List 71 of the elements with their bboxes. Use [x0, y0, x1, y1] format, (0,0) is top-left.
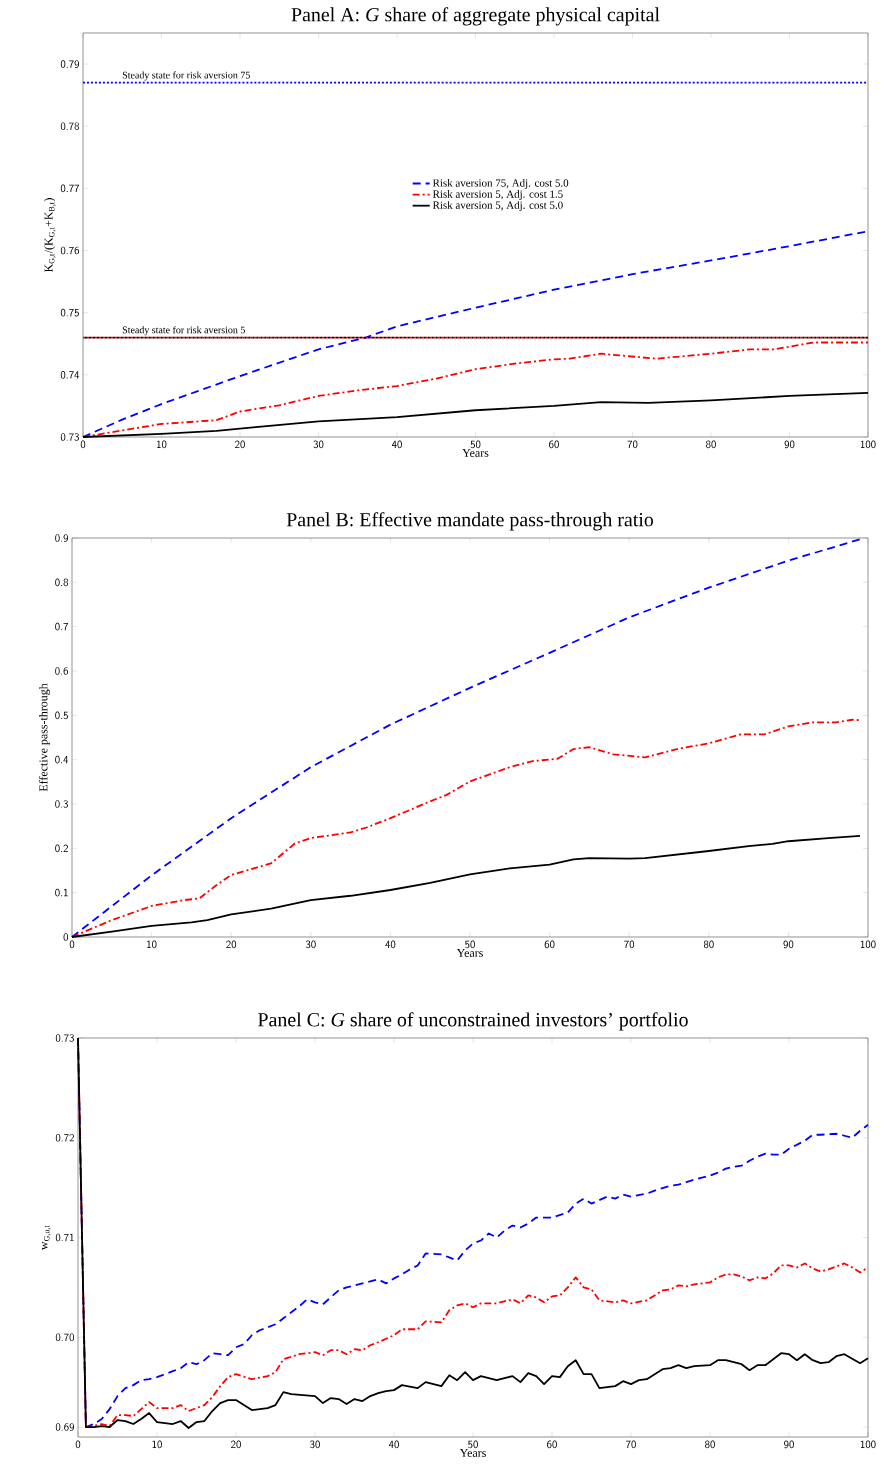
x-tick-label: 50: [465, 940, 475, 949]
y-axis-title: w$_{G,u,t}$: [42, 1225, 51, 1251]
x-axis-title: Years: [459, 1449, 486, 1457]
x-tick-label: 40: [388, 1440, 399, 1449]
x-tick-label: 70: [626, 1440, 636, 1449]
chart-title: Panel C: G share of unconstrained investors’ portfolio: [258, 1012, 688, 1031]
legend-label: Risk aversion 5, Adj. cost 1.5: [432, 190, 563, 200]
x-axis-title: Years: [462, 449, 489, 457]
x-tick-label: 70: [624, 940, 635, 949]
y-axis-title: Effective pass-through: [38, 683, 50, 792]
legend-label: Risk aversion 75, Adj. cost 5.0: [432, 178, 569, 189]
y-tick-label: 0.70: [55, 1333, 75, 1342]
x-tick-label: 10: [152, 1440, 162, 1449]
x-tick-label: 10: [147, 940, 157, 949]
y-tick-label: 0.72: [55, 1133, 74, 1142]
x-tick-label: 100: [860, 1440, 876, 1449]
y-tick-label: 0.78: [60, 122, 80, 131]
y-tick-label: 0.4: [55, 755, 69, 764]
y-tick-label: 0.69: [55, 1423, 74, 1431]
y-tick-label: 0.73: [60, 433, 80, 441]
y-tick-label: 0.74: [60, 371, 80, 379]
x-tick-label: 0: [80, 440, 86, 449]
x-tick-label: 30: [313, 440, 324, 449]
y-tick-label: 0.8: [55, 578, 69, 587]
x-tick-label: 30: [310, 1440, 320, 1449]
x-tick-label: 90: [783, 940, 794, 949]
legend-label: Risk aversion 5, Adj. cost 5.0: [432, 201, 563, 212]
y-tick-label: 0.1: [55, 888, 68, 897]
line-series: [82, 391, 869, 438]
y-tick-label: 0.2: [55, 844, 68, 853]
y-tick-label: 0.73: [55, 1034, 75, 1042]
x-tick-label: 50: [470, 440, 481, 449]
x-tick-label: 80: [706, 440, 716, 449]
ref-line-label: Steady state for risk aversion 5: [122, 326, 245, 336]
x-tick-label: 70: [627, 440, 638, 449]
x-tick-label: 30: [305, 940, 316, 949]
y-tick-label: 0.75: [60, 308, 79, 317]
line-series: [71, 718, 861, 938]
x-tick-label: 20: [235, 440, 245, 449]
y-tick-label: 0.79: [60, 60, 79, 68]
x-tick-label: 60: [544, 940, 555, 949]
x-tick-label: 20: [231, 1440, 241, 1449]
x-tick-label: 100: [860, 440, 876, 449]
y-tick-label: 0.3: [55, 800, 69, 808]
x-axis-title: Years: [456, 949, 483, 957]
y-tick-label: 0.76: [60, 246, 79, 255]
ref-line-label: Steady state for risk aversion 75: [122, 71, 250, 81]
x-tick-label: 80: [703, 940, 714, 949]
x-tick-label: 40: [385, 940, 396, 949]
x-tick-label: 100: [860, 940, 876, 949]
line-series: [71, 835, 861, 938]
chart-title: Panel B: Effective mandate pass-through ratio: [286, 512, 654, 531]
x-tick-label: 20: [226, 940, 237, 949]
y-tick-label: 0.7: [55, 622, 69, 631]
chart-title: Panel A: G share of aggregate physical capital: [291, 7, 660, 26]
y-tick-label: 0.71: [55, 1233, 74, 1242]
y-axis-title: K$_{G,t}$/(K$_{G,t}$+K$_{B,t}$): [44, 198, 56, 273]
line-series: [71, 538, 861, 938]
y-tick-label: 0.77: [60, 184, 80, 193]
y-tick-label: 0.6: [55, 667, 68, 675]
x-tick-label: 90: [784, 440, 795, 449]
x-tick-label: 40: [391, 440, 402, 449]
x-tick-label: 60: [549, 440, 559, 449]
x-tick-label: 90: [784, 1440, 794, 1449]
y-tick-label: 0.9: [55, 534, 68, 542]
x-tick-label: 80: [705, 1440, 715, 1449]
y-tick-label: 0: [63, 933, 69, 941]
x-tick-label: 10: [157, 440, 167, 449]
y-tick-label: 0.5: [55, 711, 68, 720]
x-tick-label: 60: [547, 1440, 557, 1449]
x-tick-label: 50: [468, 1440, 478, 1449]
